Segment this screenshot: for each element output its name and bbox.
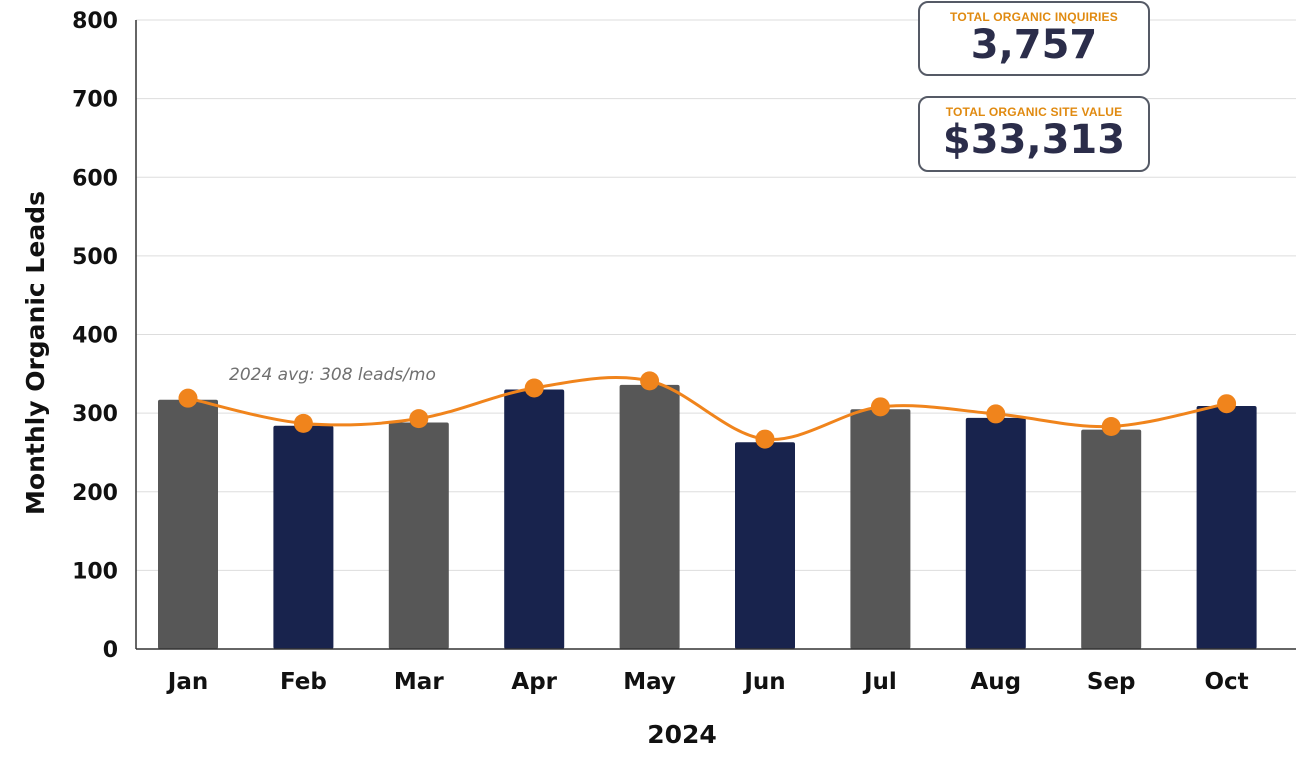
kpi-card-inquiries: TOTAL ORGANIC INQUIRIES 3,757 (918, 1, 1150, 76)
bar-jul (850, 409, 911, 649)
y-tick-label: 800 (72, 9, 118, 34)
bar-sep (1081, 429, 1142, 649)
y-tick-label: 100 (72, 559, 118, 584)
bar-aug (965, 417, 1026, 649)
trend-line-path (187, 375, 1227, 441)
trend-point (870, 397, 890, 417)
bar-may (619, 384, 680, 649)
trend-point (524, 378, 544, 398)
x-tick-label: Mar (394, 669, 444, 695)
x-tick-label: May (623, 669, 676, 695)
y-tick-label: 200 (72, 481, 118, 506)
bars (158, 384, 1257, 649)
kpi-label: TOTAL ORGANIC INQUIRIES (950, 10, 1118, 24)
x-tick-labels: Jan Feb Mar Apr May Jun Jul Aug Sep Oct (166, 669, 1249, 695)
kpi-label: TOTAL ORGANIC SITE VALUE (945, 105, 1123, 119)
bar-apr (504, 389, 565, 649)
trend-point (409, 409, 429, 429)
y-axis-title: Monthly Organic Leads (21, 191, 50, 515)
axes (135, 20, 1296, 650)
trend-point (640, 371, 660, 391)
x-tick-label: Feb (280, 669, 327, 695)
bar-oct (1196, 406, 1257, 649)
y-tick-label: 500 (72, 245, 118, 270)
x-tick-label: Sep (1087, 669, 1136, 695)
y-tick-label: 600 (72, 166, 118, 191)
y-tick-label: 700 (72, 88, 118, 113)
trend-point (178, 388, 198, 408)
kpi-card-site-value: TOTAL ORGANIC SITE VALUE $33,313 (918, 96, 1150, 172)
kpi-value: $33,313 (942, 117, 1126, 163)
x-tick-label: Jun (742, 669, 785, 695)
y-tick-label: 0 (103, 638, 118, 663)
y-tick-label: 400 (72, 324, 118, 349)
kpi-value: 3,757 (970, 22, 1098, 68)
bar-jun (735, 442, 795, 649)
bar-feb (273, 425, 334, 649)
x-axis-title: 2024 (647, 720, 717, 749)
trend-point (293, 413, 313, 433)
x-tick-label: Jan (166, 669, 208, 695)
trend-line (178, 371, 1237, 449)
x-tick-label: Aug (970, 669, 1021, 695)
y-tick-label: 300 (72, 402, 118, 427)
x-tick-label: Oct (1205, 669, 1249, 695)
x-tick-label: Apr (511, 669, 557, 695)
bar-jan (158, 399, 218, 649)
y-tick-labels: 0 100 200 300 400 500 600 700 800 (72, 9, 118, 663)
bar-mar (388, 422, 449, 649)
trend-point (1217, 394, 1237, 414)
trend-point (1101, 416, 1121, 436)
trend-point (755, 429, 775, 449)
average-annotation: 2024 avg: 308 leads/mo (229, 365, 436, 385)
x-tick-label: Jul (862, 669, 897, 695)
trend-point (986, 404, 1006, 424)
